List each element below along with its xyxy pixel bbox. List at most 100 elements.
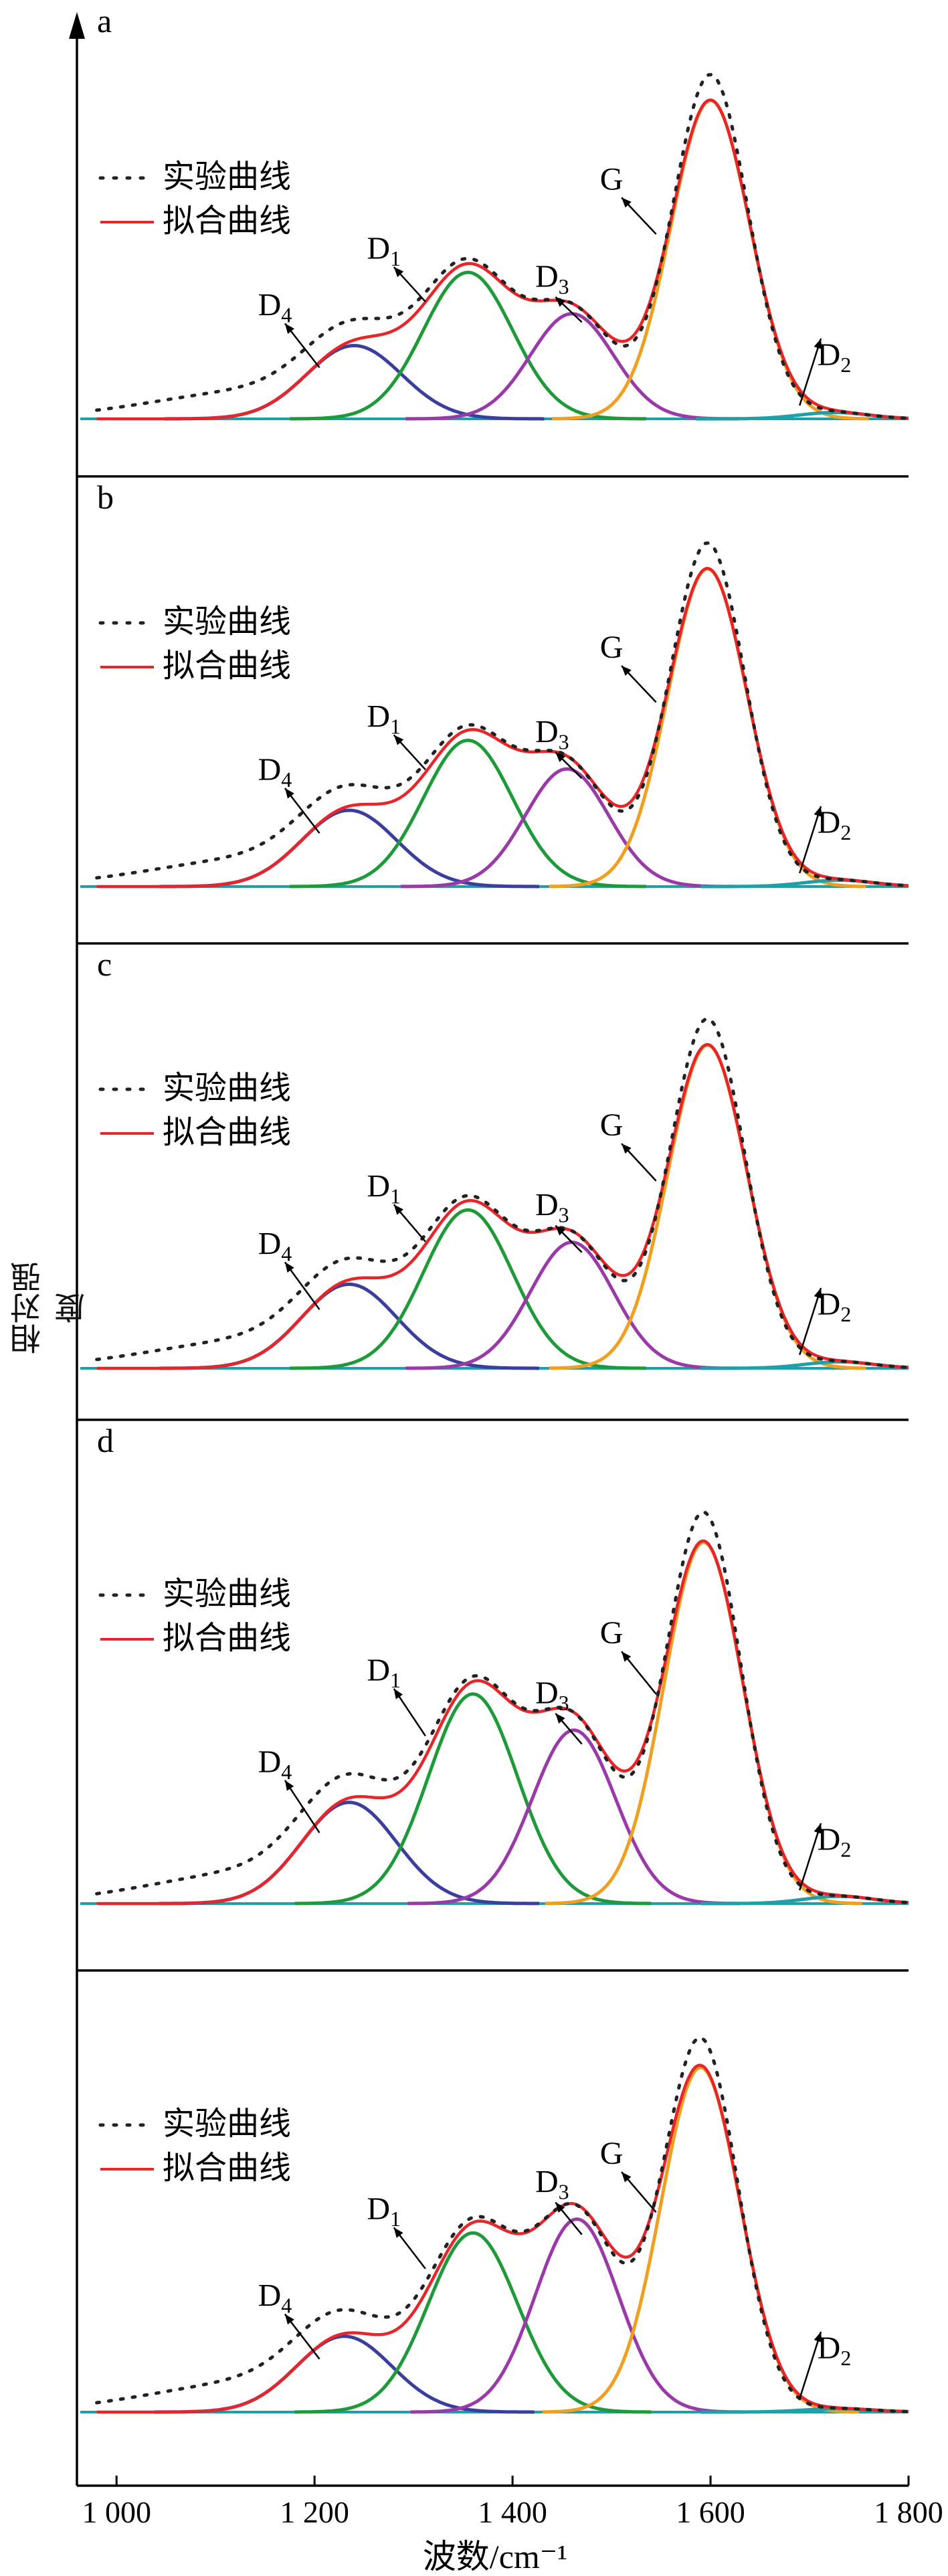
x-tick-label: 1 200 xyxy=(280,2495,349,2529)
peak-label-D3: D3 xyxy=(535,2165,569,2204)
arrowhead xyxy=(284,2314,294,2325)
legend-label-fitted: 拟合曲线 xyxy=(163,1621,291,1656)
x-tick-label: 1 600 xyxy=(676,2495,745,2529)
arrowhead xyxy=(555,296,566,307)
peak-arrow-D2 xyxy=(799,1823,822,1891)
arrowhead xyxy=(393,1204,404,1215)
peak-label-D2: D2 xyxy=(818,2330,852,2370)
legend-label-fitted: 拟合曲线 xyxy=(163,648,291,684)
peak-D1-curve xyxy=(294,2231,652,2414)
peak-label-D4: D4 xyxy=(258,752,292,792)
arrowhead xyxy=(555,2202,565,2213)
experimental-curve xyxy=(95,2035,909,2413)
peak-D1-curve xyxy=(290,738,646,889)
peak-D3-curve xyxy=(410,2217,743,2414)
peak-label-G: G xyxy=(600,1107,624,1143)
peak-label-D3: D3 xyxy=(535,714,569,753)
peak-label-D2: D2 xyxy=(818,1822,852,1861)
arrowhead xyxy=(393,267,404,278)
x-axis-label: 波数/cm⁻¹ xyxy=(423,2538,567,2575)
panel-label: d xyxy=(97,1422,114,1459)
arrowhead xyxy=(393,735,404,745)
peak-label-D3: D3 xyxy=(535,1188,569,1227)
arrowhead xyxy=(284,323,294,334)
peak-label-D3: D3 xyxy=(535,259,569,298)
arrowhead xyxy=(814,806,822,817)
arrowhead xyxy=(555,1713,565,1724)
arrowhead xyxy=(555,1225,566,1236)
peak-label-D1: D1 xyxy=(367,231,401,270)
peak-label-D4: D4 xyxy=(258,288,292,327)
legend-label-experimental: 实验曲线 xyxy=(163,159,291,195)
fitted-curve xyxy=(96,567,909,889)
arrowhead xyxy=(622,2172,632,2183)
arrowhead xyxy=(555,752,566,763)
peak-D4-curve xyxy=(159,808,539,889)
peak-D3-curve xyxy=(405,312,739,421)
peak-arrow-D2 xyxy=(799,806,822,874)
peak-label-D1: D1 xyxy=(367,699,401,739)
peak-label-G: G xyxy=(600,161,624,197)
peak-label-D2: D2 xyxy=(818,337,852,377)
arrowhead xyxy=(284,1780,294,1791)
experimental-curve xyxy=(95,1510,909,1904)
legend-label-fitted: 拟合曲线 xyxy=(163,203,291,239)
legend-label-experimental: 实验曲线 xyxy=(163,2106,291,2142)
arrowhead xyxy=(814,1823,822,1834)
peak-G-curve xyxy=(545,1540,862,1906)
peak-label-G: G xyxy=(600,2136,624,2171)
peak-label-D1: D1 xyxy=(367,2191,401,2231)
experimental-curve xyxy=(95,541,909,888)
fitted-curve xyxy=(96,1042,909,1370)
peak-label-D4: D4 xyxy=(258,1226,292,1265)
legend-label-experimental: 实验曲线 xyxy=(163,1071,291,1106)
peak-label-G: G xyxy=(600,630,624,665)
arrowhead xyxy=(393,2227,403,2238)
peak-label-G: G xyxy=(600,1615,624,1651)
arrowhead xyxy=(393,1688,403,1699)
panel-label: b xyxy=(97,478,114,516)
arrowhead xyxy=(622,666,632,676)
peak-arrow-D2 xyxy=(799,2331,822,2399)
peak-D1-curve xyxy=(290,1208,646,1370)
fitted-curve xyxy=(96,2063,909,2414)
fitted-curve xyxy=(96,1539,909,1906)
arrowhead xyxy=(622,1143,632,1154)
experimental-curve xyxy=(95,72,909,420)
legend-label-experimental: 实验曲线 xyxy=(163,604,291,640)
arrowhead xyxy=(814,339,822,349)
peak-label-D4: D4 xyxy=(258,2278,292,2318)
peak-label-D3: D3 xyxy=(535,1675,569,1715)
peak-D3-curve xyxy=(407,1728,741,1906)
x-tick-label: 1 800 xyxy=(874,2495,943,2529)
arrowhead xyxy=(814,1288,822,1299)
peak-arrow-D4 xyxy=(284,1780,320,1833)
legend-label-fitted: 拟合曲线 xyxy=(163,2150,291,2186)
peak-arrow-D2 xyxy=(799,1287,822,1356)
peak-label-D1: D1 xyxy=(367,1653,401,1692)
peak-D3-curve xyxy=(405,1240,739,1370)
arrowhead xyxy=(622,197,632,208)
arrowhead xyxy=(284,1262,294,1273)
peak-G-curve xyxy=(542,2065,859,2414)
peak-label-D1: D1 xyxy=(367,1168,401,1208)
peak-arrow-D2 xyxy=(799,338,822,406)
y-axis-label: 相对强度 xyxy=(9,1262,90,1354)
peak-label-D2: D2 xyxy=(818,1287,852,1326)
panel-label: c xyxy=(97,945,112,983)
peak-D1-curve xyxy=(290,270,646,421)
x-tick-label: 1 000 xyxy=(82,2495,151,2529)
arrowhead xyxy=(622,1651,632,1662)
y-axis-arrow xyxy=(69,12,85,39)
